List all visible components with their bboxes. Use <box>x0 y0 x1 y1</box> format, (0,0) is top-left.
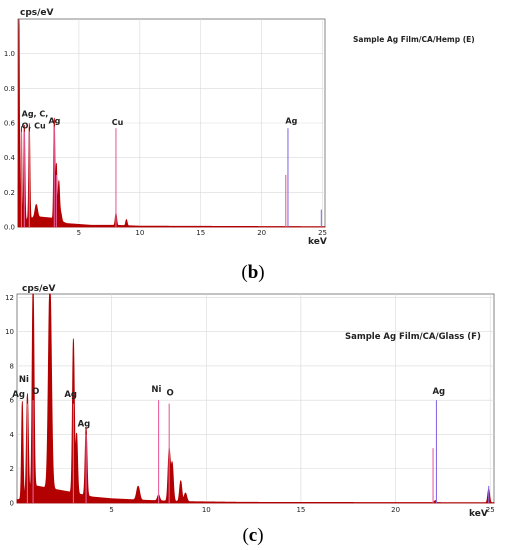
panel-label-c: (c) <box>242 525 263 546</box>
sample-annotation: Sample Ag Film/CA/Hemp (E) <box>353 35 475 44</box>
x-tick-label: 20 <box>391 506 400 514</box>
y-tick-label: 8 <box>10 362 14 370</box>
y-tick-label: 10 <box>5 328 14 336</box>
peak-label: Ag, C, <box>22 110 49 119</box>
y-tick-label: 0.0 <box>4 224 15 232</box>
element-markers <box>26 400 490 503</box>
y-axis-label: cps/eV <box>22 284 56 294</box>
x-tick-label: 15 <box>296 506 305 514</box>
peak-label: O, Cu <box>22 122 46 131</box>
x-tick-label: 5 <box>109 506 113 514</box>
peak-label: Ag <box>64 390 77 400</box>
peak-label: Ni <box>19 375 29 385</box>
x-axis-label: keV <box>469 509 488 519</box>
y-tick-label: 0.6 <box>4 120 16 128</box>
x-tick-label: 15 <box>196 229 205 237</box>
x-tick-label: 25 <box>318 229 327 237</box>
peak-label: Ag <box>12 390 25 400</box>
y-tick-label: 0.2 <box>4 189 15 197</box>
grid-lines <box>17 294 494 503</box>
x-tick-label: 10 <box>135 229 144 237</box>
x-tick-label: 20 <box>257 229 266 237</box>
y-tick-labels: 0 2 4 6 8 10 12 <box>5 294 14 508</box>
y-tick-label: 1.0 <box>4 50 15 58</box>
element-markers <box>20 126 322 227</box>
peak-label: O <box>32 387 39 397</box>
peak-label: Ag <box>48 116 60 125</box>
y-tick-label: 0.8 <box>4 85 15 93</box>
panel-label-b: (b) <box>241 262 264 283</box>
spectrum-area <box>16 293 495 504</box>
y-tick-label: 0.4 <box>4 154 16 162</box>
sample-annotation: Sample Ag Film/CA/Glass (F) <box>345 332 481 342</box>
y-tick-label: 4 <box>10 431 15 439</box>
peak-label: Ag <box>285 116 297 125</box>
spectrum-series <box>17 18 326 228</box>
peak-label: Cu <box>112 118 124 127</box>
peak-label: Ag <box>432 387 445 397</box>
x-tick-label: 5 <box>77 229 81 237</box>
peak-label: O <box>167 389 174 399</box>
y-tick-label: 12 <box>5 294 14 302</box>
spectrum-area <box>17 18 326 228</box>
x-tick-label: 10 <box>202 506 211 514</box>
y-axis-label: cps/eV <box>20 8 54 18</box>
spectrum-series <box>16 293 495 504</box>
grid-lines <box>18 19 325 227</box>
plot-frame <box>16 293 495 504</box>
chart-panel-b: 0.0 0.2 0.4 0.6 0.8 1.0 5 10 15 20 25 Ag, C, O, Cu… <box>4 8 475 283</box>
y-tick-labels: 0.0 0.2 0.4 0.6 0.8 1.0 <box>4 50 16 231</box>
x-axis-label: keV <box>308 237 327 247</box>
y-tick-label: 6 <box>10 397 15 405</box>
x-tick-labels: 5 10 15 20 25 <box>109 506 494 514</box>
x-tick-label: 25 <box>486 506 495 514</box>
y-tick-label: 2 <box>10 465 14 473</box>
peak-label: Ag <box>78 419 91 429</box>
y-tick-label: 0 <box>10 500 14 508</box>
x-tick-labels: 5 10 15 20 25 <box>77 229 327 237</box>
peak-label: Ni <box>151 385 161 395</box>
